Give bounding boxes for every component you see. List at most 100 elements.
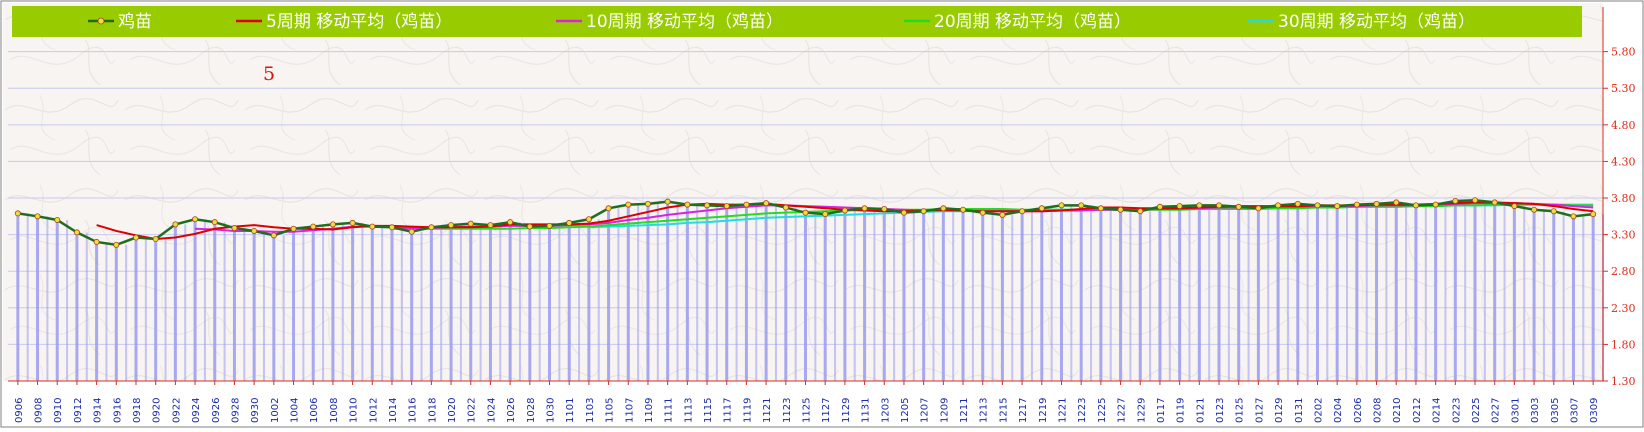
series-point xyxy=(1590,211,1597,218)
bar-minor xyxy=(85,232,88,381)
bar-minor xyxy=(853,210,856,381)
series-point xyxy=(428,224,435,231)
xtick-label: 0930 xyxy=(250,398,261,423)
series-point xyxy=(1176,203,1183,210)
bar-minor xyxy=(46,216,49,381)
series-point xyxy=(211,219,218,226)
bar xyxy=(1335,206,1339,381)
bar-minor xyxy=(893,209,896,381)
series-point xyxy=(1294,200,1301,207)
xtick-label: 0206 xyxy=(1353,398,1364,423)
xtick-label: 0125 xyxy=(1235,398,1246,423)
xtick-label: 0223 xyxy=(1451,398,1462,423)
bar-minor xyxy=(1523,206,1526,381)
xtick-label: 1117 xyxy=(723,398,734,423)
ytick-label: 2.80 xyxy=(1611,265,1636,278)
xtick-label: 1127 xyxy=(821,398,832,423)
bar-minor xyxy=(1050,208,1053,381)
bar xyxy=(488,225,492,381)
bar-minor xyxy=(1129,209,1132,381)
bar-minor xyxy=(1326,205,1329,381)
bar xyxy=(1256,208,1260,381)
xtick-label: 1131 xyxy=(861,398,872,423)
bar-minor xyxy=(1503,202,1506,381)
xtick-label: 0906 xyxy=(14,398,25,423)
series-point xyxy=(54,216,61,223)
bar xyxy=(252,230,256,381)
bar xyxy=(469,223,473,381)
bar xyxy=(36,216,40,381)
bar-minor xyxy=(322,226,325,381)
series-point xyxy=(940,205,947,212)
series-point xyxy=(1491,199,1498,206)
ytick-label: 1.30 xyxy=(1611,375,1636,388)
ytick-label: 1.80 xyxy=(1611,338,1636,351)
axes-layer: 1.30 1.80 2.30 2.80 3.30 3.80 4.30 4.80 5.30 5.80… xyxy=(8,7,1636,423)
xtick-label: 1030 xyxy=(546,398,557,423)
bar xyxy=(1000,214,1004,381)
bar-minor xyxy=(715,205,718,381)
bar-minor xyxy=(381,226,384,381)
legend-label: 30周期 移动平均（鸡苗） xyxy=(1278,12,1475,32)
bar xyxy=(1296,203,1300,381)
series-point xyxy=(546,222,553,229)
xtick-label: 1129 xyxy=(841,398,852,423)
xtick-label: 0307 xyxy=(1569,398,1580,423)
bar xyxy=(370,226,374,381)
xtick-label: 0924 xyxy=(191,398,202,423)
series-point xyxy=(1255,205,1262,212)
series-point xyxy=(467,220,474,227)
xtick-label: 0210 xyxy=(1392,398,1403,423)
bar-minor xyxy=(420,231,423,381)
series-point xyxy=(841,207,848,214)
xtick-label: 1107 xyxy=(624,398,635,423)
series-point xyxy=(1570,213,1577,220)
series-point xyxy=(1472,197,1479,204)
ytick-label: 3.30 xyxy=(1611,229,1636,242)
bar-minor xyxy=(578,222,581,381)
series-point xyxy=(93,238,100,245)
ytick-label: 3.80 xyxy=(1611,192,1636,205)
xtick-label: 1008 xyxy=(329,398,340,423)
bar xyxy=(705,205,709,381)
series-point xyxy=(723,203,730,210)
series-point xyxy=(861,205,868,212)
series-point xyxy=(1393,199,1400,206)
bar-minor xyxy=(1109,208,1112,381)
bar-minor xyxy=(1562,211,1565,381)
series-point xyxy=(1038,205,1045,212)
series-point xyxy=(960,206,967,213)
xtick-label: 1115 xyxy=(703,398,714,423)
bar-minor xyxy=(1070,205,1073,381)
bar xyxy=(1178,206,1182,381)
series-point xyxy=(1196,202,1203,209)
bar-minor xyxy=(1267,208,1270,381)
series-point xyxy=(585,216,592,223)
bar-minor xyxy=(1227,205,1230,381)
xtick-label: 1006 xyxy=(309,398,320,423)
xtick-label: 1101 xyxy=(565,398,576,423)
bar xyxy=(193,219,197,381)
xtick-label: 1109 xyxy=(644,398,655,423)
xtick-label: 0225 xyxy=(1471,398,1482,423)
series-point xyxy=(1334,203,1341,210)
bar-minor xyxy=(479,223,482,381)
series-point xyxy=(132,234,139,241)
bar-minor xyxy=(873,208,876,381)
bar-minor xyxy=(538,226,541,381)
bar xyxy=(508,222,512,381)
legend-label: 鸡苗 xyxy=(118,12,152,32)
xtick-label: 1020 xyxy=(447,398,458,423)
series-point xyxy=(113,241,120,248)
xtick-label: 0309 xyxy=(1589,398,1600,423)
bar-minor xyxy=(912,212,915,381)
bar xyxy=(1020,211,1024,381)
bar xyxy=(75,232,79,381)
xtick-label: 1229 xyxy=(1136,398,1147,423)
xtick-label: 1211 xyxy=(959,398,970,423)
xtick-label: 1213 xyxy=(979,398,990,423)
xtick-label: 0301 xyxy=(1510,398,1521,423)
bar-minor xyxy=(262,230,265,381)
bar xyxy=(548,225,552,381)
